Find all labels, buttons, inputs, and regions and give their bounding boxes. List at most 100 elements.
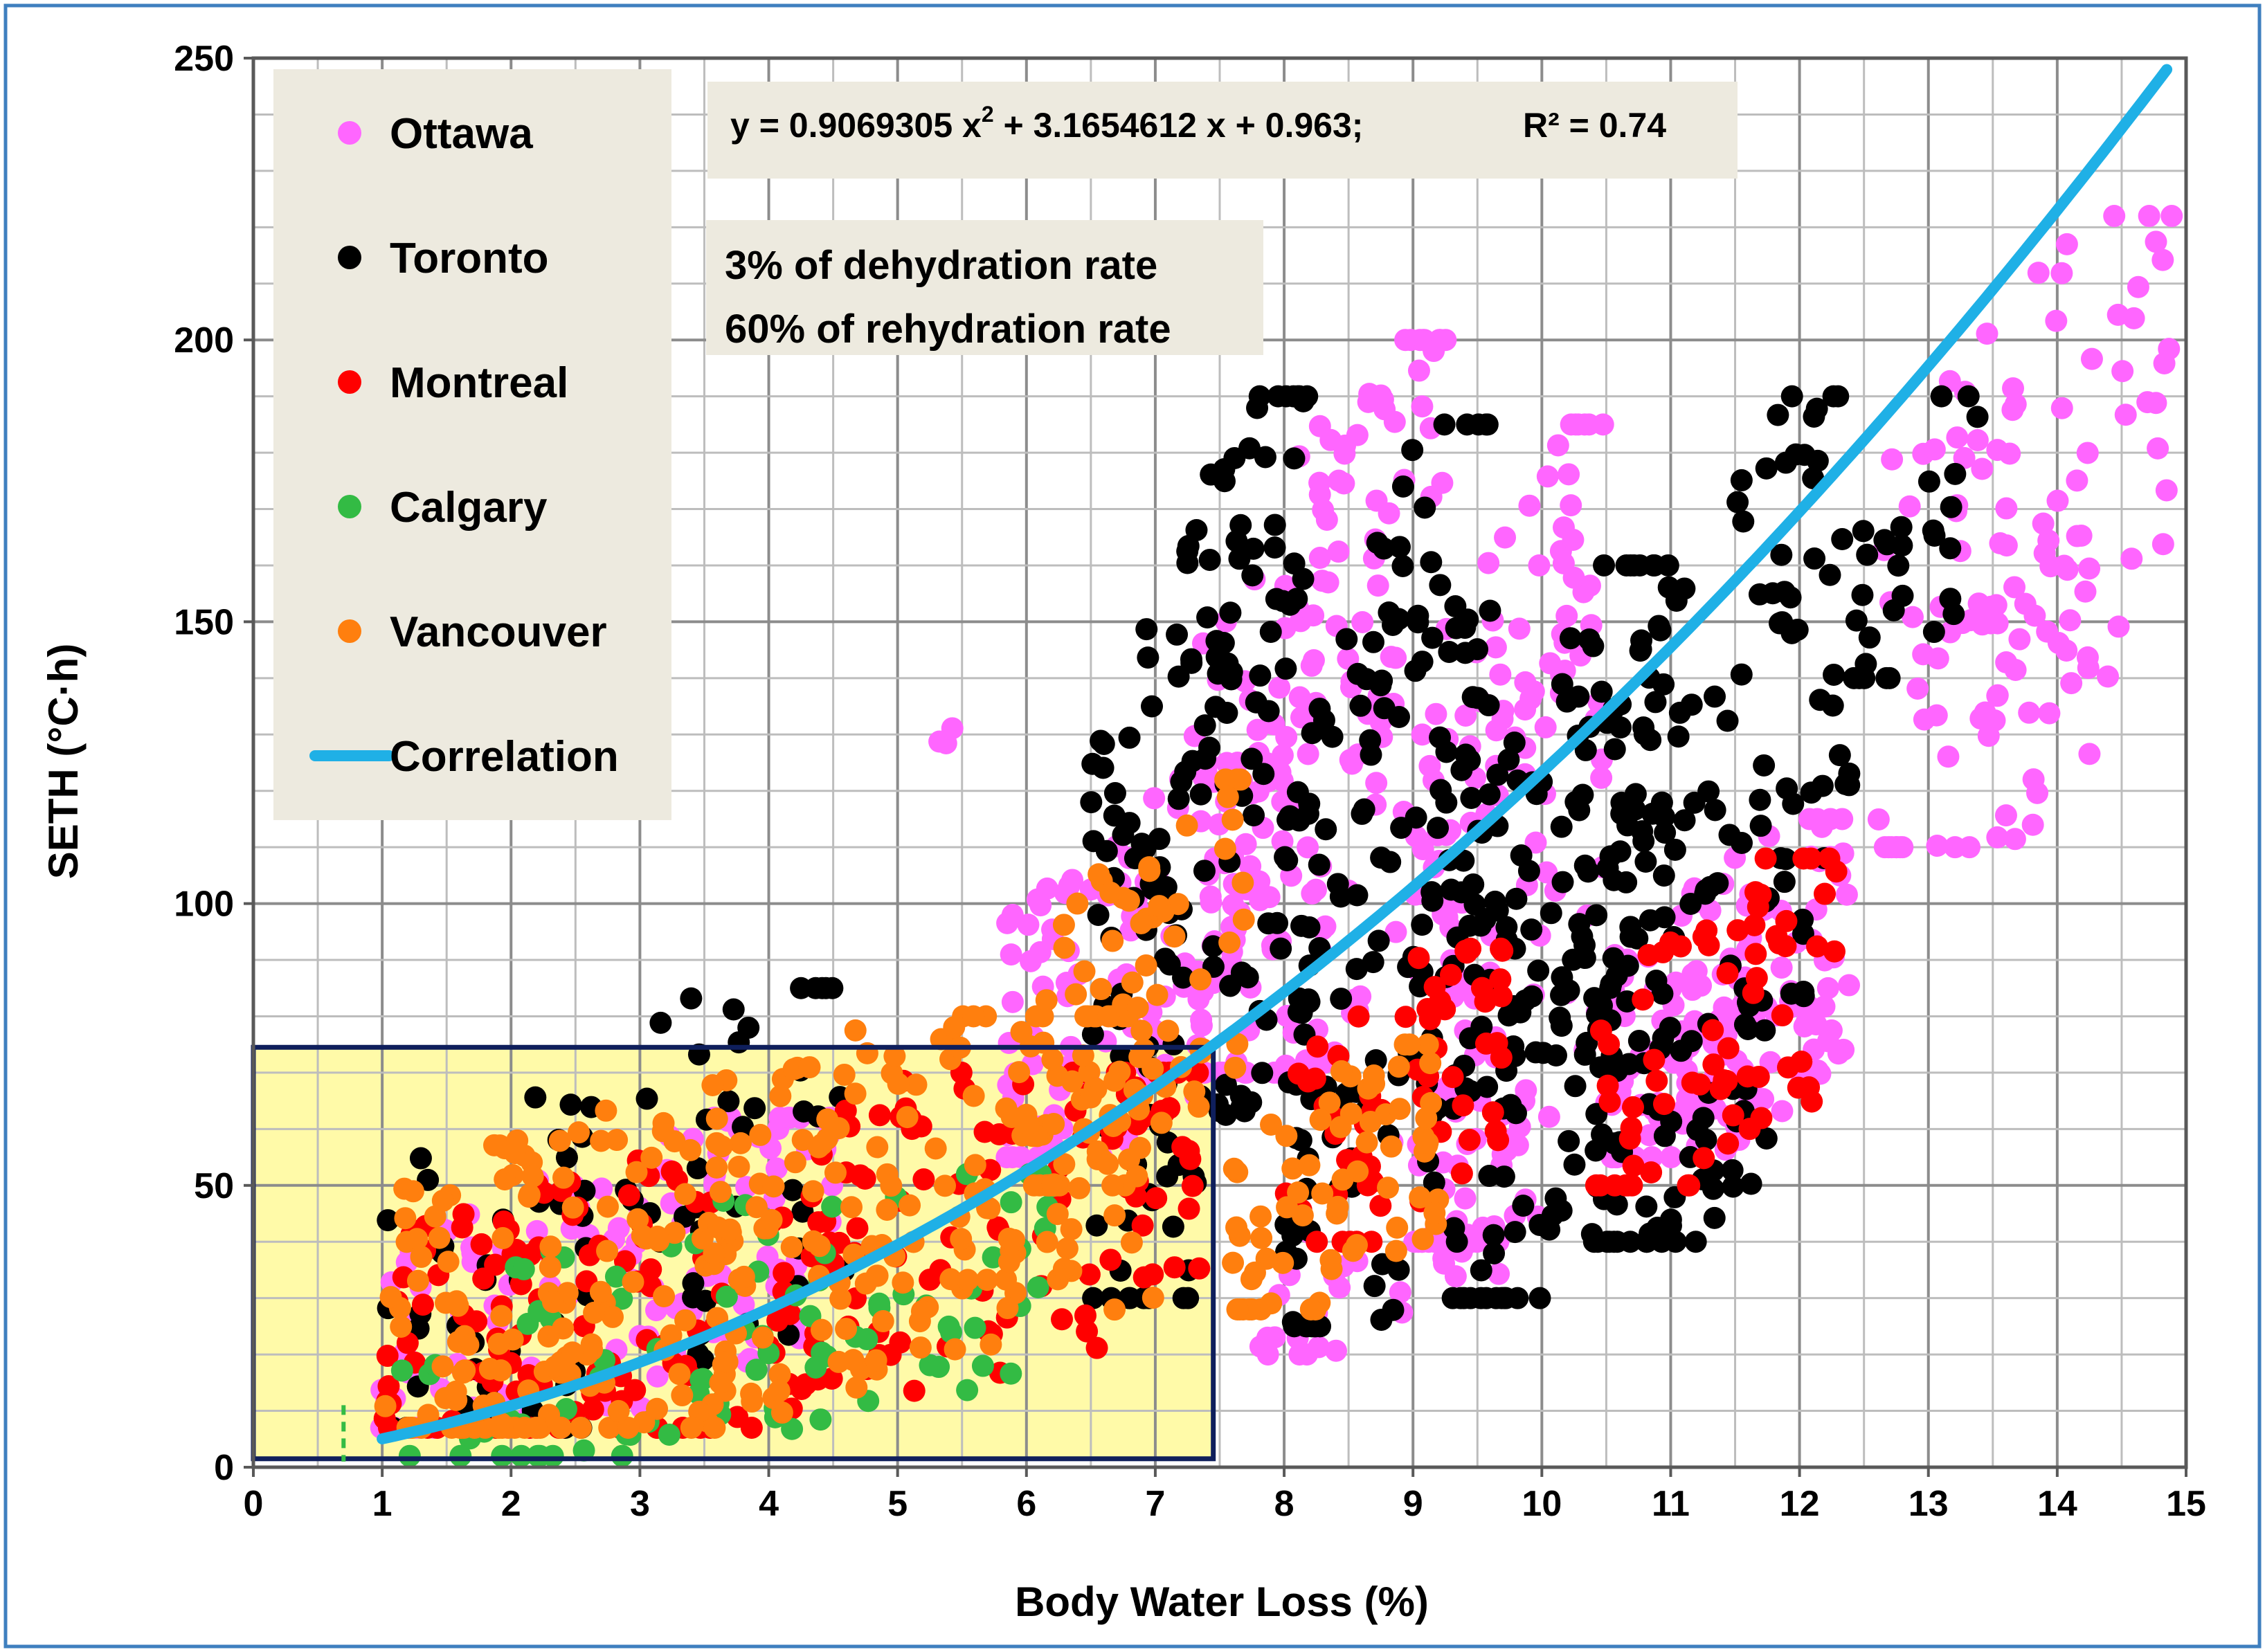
data-point-vancouver	[1072, 1044, 1094, 1067]
data-point-toronto	[1353, 798, 1375, 821]
data-point-toronto	[1940, 496, 1962, 518]
data-point-vancouver	[844, 1019, 867, 1042]
data-point-vancouver	[910, 1300, 933, 1323]
data-point-montreal	[1306, 1231, 1328, 1253]
data-point-vancouver	[1222, 1157, 1245, 1180]
data-point-ottawa	[1885, 836, 1908, 859]
data-point-ottawa	[1407, 359, 1430, 382]
data-point-vancouver	[583, 1301, 606, 1324]
data-point-toronto	[1214, 1073, 1237, 1096]
data-point-calgary	[398, 1444, 421, 1467]
data-point-toronto	[1243, 804, 1265, 827]
data-point-toronto	[1749, 788, 1771, 811]
data-point-toronto	[1834, 773, 1857, 796]
data-point-toronto	[1346, 662, 1369, 685]
data-point-toronto	[1137, 646, 1159, 669]
data-point-toronto	[1634, 851, 1657, 873]
data-point-ottawa	[1971, 457, 1994, 480]
data-point-vancouver	[680, 1416, 703, 1439]
legend-label: Montreal	[390, 359, 568, 407]
data-point-ottawa	[2038, 702, 2061, 725]
data-point-vancouver	[552, 1166, 575, 1189]
chart-frame	[3, 3, 2262, 1649]
data-point-ottawa	[1371, 388, 1394, 411]
data-point-toronto	[1602, 947, 1625, 970]
data-point-montreal	[1598, 1091, 1621, 1114]
data-point-toronto	[1550, 1015, 1573, 1037]
data-point-calgary	[956, 1379, 979, 1401]
data-point-vancouver	[798, 1056, 821, 1079]
data-point-toronto	[1550, 815, 1573, 838]
data-point-toronto	[1236, 966, 1259, 989]
data-point-ottawa	[1816, 977, 1839, 999]
data-point-ottawa	[1346, 424, 1369, 446]
data-point-vancouver	[1120, 1231, 1143, 1254]
data-point-toronto	[1241, 564, 1264, 587]
data-point-montreal	[1179, 1147, 1202, 1170]
data-point-ottawa	[1484, 636, 1507, 659]
data-point-vancouver	[1126, 997, 1149, 1019]
data-point-vancouver	[705, 1156, 728, 1179]
data-point-ottawa	[2138, 205, 2160, 228]
data-point-toronto	[1298, 916, 1321, 939]
data-point-toronto	[1433, 413, 1456, 436]
data-point-ottawa	[1325, 1339, 1348, 1362]
data-point-toronto	[1848, 666, 1870, 689]
data-point-toronto	[1583, 987, 1606, 1010]
data-point-ottawa	[996, 911, 1019, 934]
data-point-toronto	[1407, 604, 1429, 627]
data-point-toronto	[1259, 621, 1282, 644]
data-point-toronto	[1148, 828, 1171, 851]
data-point-vancouver	[431, 1189, 454, 1212]
data-point-montreal	[919, 1269, 941, 1291]
data-point-ottawa	[1793, 1015, 1816, 1038]
data-point-montreal	[1825, 860, 1848, 883]
data-point-toronto	[1852, 520, 1875, 543]
data-point-calgary	[572, 1439, 595, 1462]
data-point-toronto	[1478, 783, 1501, 806]
data-point-toronto	[377, 1209, 399, 1232]
data-point-toronto	[1118, 726, 1141, 749]
data-point-montreal	[1458, 1129, 1481, 1152]
legend-marker-vancouver	[338, 619, 361, 643]
data-point-calgary	[658, 1423, 680, 1446]
data-point-vancouver	[674, 1309, 697, 1332]
data-point-vancouver	[1423, 1201, 1446, 1224]
data-point-toronto	[1205, 630, 1228, 653]
data-point-toronto	[1438, 640, 1461, 663]
data-point-ottawa	[1835, 883, 1858, 906]
data-point-vancouver	[1218, 931, 1241, 954]
data-point-toronto	[1249, 664, 1272, 687]
data-point-calgary	[971, 1354, 994, 1377]
data-point-vancouver	[840, 1196, 863, 1219]
data-point-toronto	[1684, 1231, 1707, 1253]
data-point-vancouver	[541, 1291, 564, 1314]
data-point-vancouver	[1032, 1031, 1055, 1054]
data-point-toronto	[1298, 792, 1321, 815]
data-point-toronto	[1730, 663, 1753, 686]
data-point-toronto	[1767, 403, 1789, 426]
data-point-vancouver	[453, 1325, 476, 1347]
data-point-vancouver	[1419, 1052, 1442, 1075]
data-point-montreal	[912, 1168, 935, 1191]
data-point-montreal	[820, 1367, 843, 1390]
data-point-toronto	[1740, 1172, 1762, 1195]
data-point-toronto	[1599, 845, 1622, 868]
data-point-montreal	[1632, 988, 1654, 1011]
data-point-vancouver	[552, 1317, 575, 1340]
data-point-ottawa	[1983, 709, 2006, 732]
data-point-toronto	[1774, 848, 1797, 871]
data-point-toronto	[1193, 714, 1216, 737]
data-point-montreal	[1441, 1066, 1464, 1089]
data-point-vancouver	[854, 1272, 877, 1295]
data-point-toronto	[1652, 864, 1675, 887]
data-point-vancouver	[1221, 808, 1244, 831]
data-point-vancouver	[663, 1130, 686, 1153]
data-point-toronto	[1180, 648, 1202, 671]
data-point-toronto	[1308, 853, 1330, 876]
data-point-toronto	[1878, 666, 1901, 689]
data-point-toronto	[682, 1286, 705, 1309]
data-point-toronto	[1806, 449, 1829, 472]
data-point-toronto	[1174, 761, 1197, 783]
data-point-vancouver	[950, 1228, 973, 1251]
